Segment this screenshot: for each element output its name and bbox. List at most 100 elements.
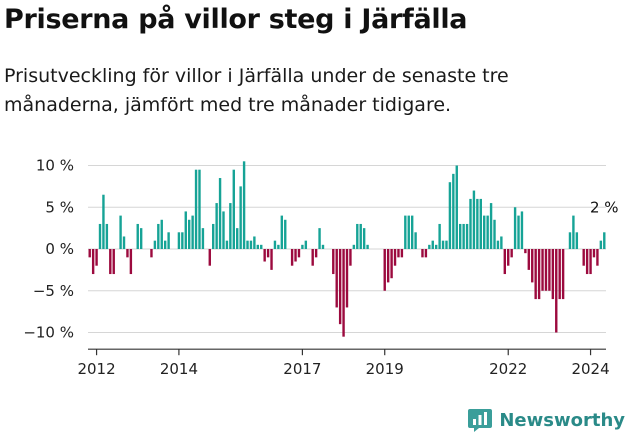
bar bbox=[212, 223, 215, 249]
bar bbox=[301, 244, 304, 249]
bar bbox=[438, 223, 441, 249]
bar bbox=[596, 249, 599, 266]
bar bbox=[555, 249, 558, 333]
bars bbox=[88, 161, 606, 337]
bar bbox=[256, 244, 260, 249]
y-tick-label: −10 % bbox=[23, 324, 74, 342]
bar bbox=[249, 240, 253, 249]
bar bbox=[428, 244, 431, 249]
bar bbox=[493, 219, 496, 249]
x-tick-label: 2017 bbox=[283, 360, 321, 378]
bar bbox=[410, 215, 414, 249]
bar bbox=[218, 178, 222, 249]
bar bbox=[270, 249, 273, 270]
x-axis: 2012 2014 2017 2019 2022 2024 bbox=[77, 348, 610, 378]
y-axis-labels: 10 % 5 % 0 % −5 % −10 % bbox=[23, 157, 74, 342]
bar bbox=[338, 249, 342, 325]
x-tick-label: 2019 bbox=[366, 360, 404, 378]
bar bbox=[390, 249, 393, 279]
bar bbox=[483, 215, 486, 249]
bar bbox=[136, 223, 139, 249]
y-tick-label: 10 % bbox=[36, 157, 74, 175]
bar bbox=[500, 236, 503, 249]
bar bbox=[534, 249, 537, 300]
bar bbox=[404, 215, 407, 249]
bar bbox=[393, 249, 397, 266]
bar bbox=[188, 219, 191, 249]
bar bbox=[266, 249, 270, 258]
latest-value-annotation: 2 % bbox=[590, 198, 619, 216]
bar bbox=[177, 232, 181, 249]
bar bbox=[139, 228, 143, 250]
bar bbox=[424, 249, 428, 258]
bar bbox=[284, 219, 287, 249]
bar bbox=[225, 240, 229, 249]
bar bbox=[191, 215, 194, 249]
bar bbox=[263, 249, 266, 262]
bar bbox=[352, 244, 356, 249]
bar bbox=[349, 249, 352, 266]
bar bbox=[455, 165, 458, 249]
bar bbox=[304, 240, 308, 249]
bar bbox=[421, 249, 424, 258]
bar bbox=[345, 249, 349, 308]
x-tick-label: 2022 bbox=[489, 360, 527, 378]
bar bbox=[599, 240, 603, 249]
bar bbox=[201, 228, 205, 250]
bar bbox=[98, 223, 102, 249]
bar bbox=[246, 240, 249, 249]
bar bbox=[184, 211, 187, 249]
bar bbox=[332, 249, 335, 275]
bar bbox=[397, 249, 400, 258]
bar bbox=[119, 215, 122, 249]
bar bbox=[239, 186, 242, 250]
y-tick-label: −5 % bbox=[33, 282, 74, 300]
bar bbox=[431, 240, 434, 249]
bar bbox=[163, 240, 167, 249]
bar bbox=[362, 228, 366, 250]
bar bbox=[153, 240, 157, 249]
bar bbox=[112, 249, 115, 275]
bar bbox=[548, 249, 551, 291]
bar bbox=[129, 249, 133, 275]
bar bbox=[160, 219, 163, 249]
bar bbox=[95, 249, 98, 266]
bar bbox=[321, 244, 325, 249]
brand-name: Newsworthy bbox=[499, 409, 625, 431]
bar bbox=[510, 249, 513, 258]
bar bbox=[434, 244, 438, 249]
bar bbox=[253, 236, 256, 249]
bar bbox=[386, 249, 390, 283]
bar bbox=[507, 249, 510, 266]
bar bbox=[356, 223, 359, 249]
bar bbox=[383, 249, 386, 291]
bar bbox=[572, 215, 575, 249]
bar bbox=[489, 203, 493, 249]
bar bbox=[592, 249, 596, 258]
bar bbox=[527, 249, 531, 270]
bar bbox=[194, 169, 198, 250]
bar bbox=[585, 249, 589, 275]
bar bbox=[314, 249, 318, 258]
bar bbox=[476, 198, 479, 249]
bar bbox=[242, 161, 246, 249]
bar bbox=[91, 249, 95, 275]
bar bbox=[236, 228, 239, 250]
bar bbox=[122, 236, 126, 249]
bar bbox=[150, 249, 153, 258]
bar bbox=[102, 194, 105, 249]
bar bbox=[414, 232, 417, 249]
bar bbox=[232, 169, 235, 250]
bar bbox=[445, 240, 448, 249]
bar bbox=[469, 198, 472, 249]
bar bbox=[561, 249, 565, 300]
bar bbox=[582, 249, 585, 266]
chart-subtitle: Prisutveckling för villor i Järfälla und… bbox=[4, 65, 509, 116]
bar bbox=[105, 223, 109, 249]
bar bbox=[448, 182, 452, 249]
bar bbox=[297, 249, 301, 258]
bar bbox=[208, 249, 211, 266]
bar bbox=[167, 232, 170, 249]
bar bbox=[335, 249, 338, 308]
